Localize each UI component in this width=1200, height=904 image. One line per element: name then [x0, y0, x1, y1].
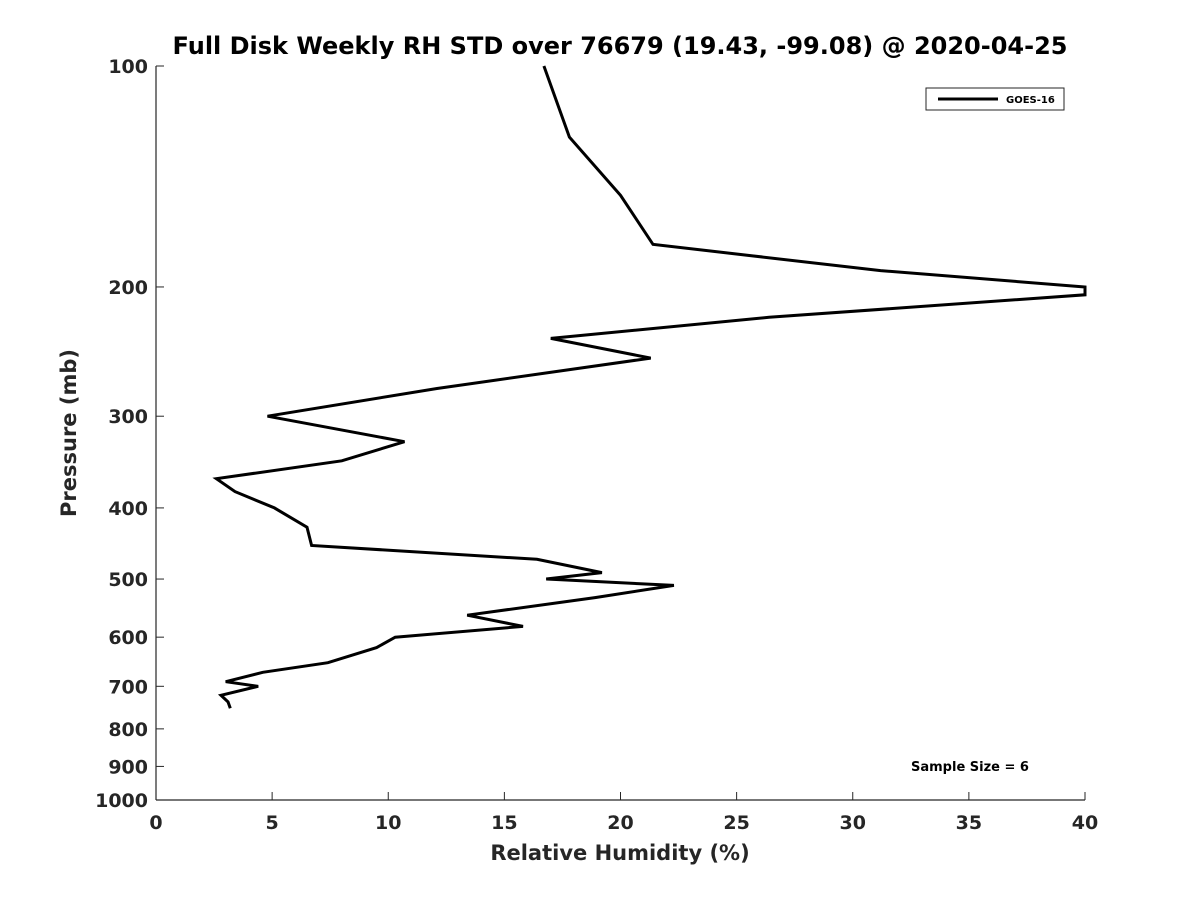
x-tick-label: 15 [491, 812, 517, 834]
x-tick-label: 35 [956, 812, 982, 834]
x-axis-ticks: 0 5 10 15 20 25 30 35 40 [149, 792, 1098, 834]
y-tick-label: 500 [108, 569, 148, 591]
y-tick-label: 800 [108, 719, 148, 741]
chart-title: Full Disk Weekly RH STD over 76679 (19.4… [173, 32, 1068, 60]
x-tick-label: 10 [375, 812, 401, 834]
y-tick-label: 200 [108, 277, 148, 299]
y-tick-label: 100 [108, 56, 148, 78]
y-axis-ticks: 100 200 300 400 500 600 700 800 900 1000 [95, 56, 164, 812]
y-tick-label: 400 [108, 498, 148, 520]
x-tick-label: 40 [1072, 812, 1098, 834]
y-axis-label: Pressure (mb) [57, 349, 81, 517]
x-tick-label: 30 [840, 812, 866, 834]
x-tick-label: 25 [723, 812, 749, 834]
x-tick-label: 0 [149, 812, 162, 834]
y-tick-label: 700 [108, 676, 148, 698]
y-tick-label: 600 [108, 627, 148, 649]
x-tick-label: 5 [266, 812, 279, 834]
legend-entry-goes-16: GOES-16 [1006, 95, 1055, 106]
y-tick-label: 300 [108, 406, 148, 428]
legend: GOES-16 [925, 87, 1065, 111]
y-tick-label: 1000 [95, 790, 148, 812]
x-tick-label: 20 [607, 812, 633, 834]
x-axis-label: Relative Humidity (%) [490, 841, 749, 865]
sample-size-annotation: Sample Size = 6 [911, 760, 1029, 775]
series-line-goes-16 [212, 65, 1087, 709]
y-tick-label: 900 [108, 756, 148, 778]
